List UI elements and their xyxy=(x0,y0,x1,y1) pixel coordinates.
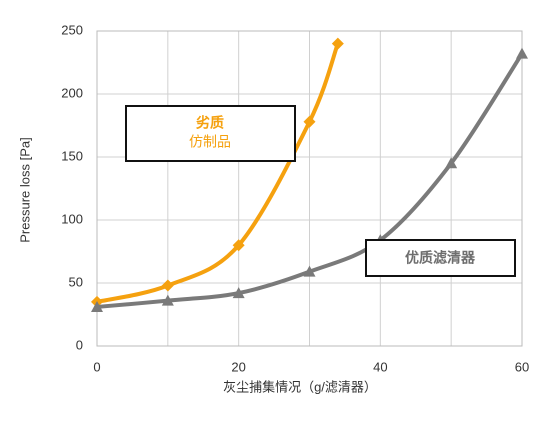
y-tick-label: 200 xyxy=(61,85,83,100)
plot-frame xyxy=(96,30,523,347)
x-tick-label: 40 xyxy=(373,359,387,374)
x-tick-label: 20 xyxy=(231,359,245,374)
data-point xyxy=(91,300,103,312)
data-point xyxy=(161,294,174,306)
y-tick-label: 0 xyxy=(76,337,83,352)
data-point xyxy=(232,287,245,299)
annotation-box xyxy=(365,239,516,277)
grid xyxy=(96,30,523,347)
y-tick-label: 150 xyxy=(61,148,83,163)
series-line xyxy=(96,42,340,304)
y-tick-label: 250 xyxy=(61,22,83,37)
annotation-text: 优质滤清器 xyxy=(405,250,476,266)
data-point xyxy=(303,115,316,128)
data-point xyxy=(445,157,458,169)
x-axis-label: 灰尘捕集情况（g/滤清器） xyxy=(223,379,377,394)
y-tick-label: 100 xyxy=(61,211,83,226)
data-point xyxy=(331,37,344,50)
annotation-text: 劣质 xyxy=(196,115,224,131)
data-point xyxy=(232,239,245,252)
x-tick-label: 60 xyxy=(515,359,529,374)
y-tick-label: 50 xyxy=(69,274,83,289)
x-tick-label: 0 xyxy=(93,359,100,374)
annotation-box xyxy=(125,105,296,162)
data-point xyxy=(303,265,316,277)
annotation-text: 仿制品 xyxy=(189,134,231,150)
data-point xyxy=(516,47,528,59)
data-point xyxy=(161,279,174,292)
y-axis-label: Pressure loss [Pa] xyxy=(17,137,32,243)
